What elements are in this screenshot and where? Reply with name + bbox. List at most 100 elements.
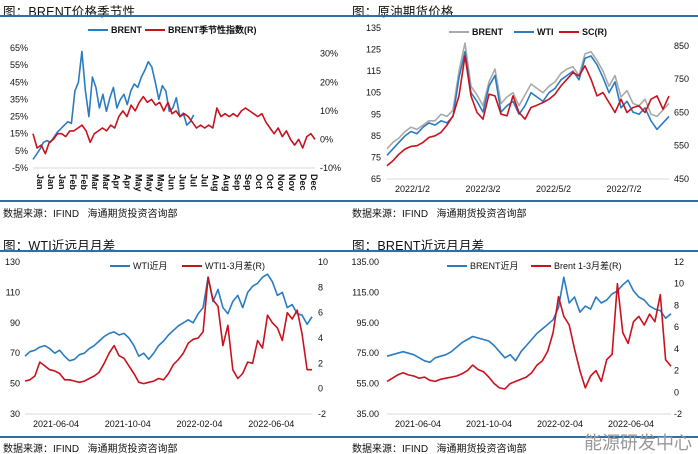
legend-label: WTI1-3月差(R) <box>205 260 265 271</box>
x-tick-label: 2022/7/2 <box>607 184 642 194</box>
x-tick-label: Aug <box>221 174 231 192</box>
source-label: 数据来源：IFIND <box>3 209 80 220</box>
left-tick-label: -5% <box>12 163 28 173</box>
x-tick-label: 2022-02-04 <box>177 419 223 429</box>
x-tick-label: 2022/5/2 <box>536 184 571 194</box>
x-tick-label: 2022/3/2 <box>466 184 501 194</box>
right-tick-label: 2 <box>318 358 323 368</box>
left-tick-label: 90 <box>10 318 20 328</box>
x-tick-label: Jun <box>167 174 177 190</box>
x-tick-label: 2021-10-04 <box>105 419 151 429</box>
title-rule <box>349 15 698 17</box>
x-tick-label: Dec <box>298 174 308 191</box>
x-tick-label: Jun <box>177 174 187 190</box>
left-tick-label: 15% <box>10 129 28 139</box>
series-line-1 <box>24 276 312 385</box>
right-tick-label: 8 <box>674 300 679 310</box>
right-tick-label: -10% <box>320 163 341 173</box>
left-tick-label: 75.00 <box>356 348 379 358</box>
right-tick-label: 0 <box>318 384 323 394</box>
footer-rule <box>0 436 349 438</box>
x-tick-label: Jan <box>57 174 67 190</box>
legend-label: BRENT <box>472 27 504 37</box>
footer-rule <box>0 200 349 202</box>
right-tick-label: -2 <box>318 409 326 419</box>
x-tick-label: Apr <box>112 174 122 190</box>
left-tick-label: 25% <box>10 112 28 122</box>
source-note: 数据来源：IFIND 海通期货投资咨询部 <box>352 205 526 220</box>
series-line-0 <box>386 276 672 364</box>
left-tick-label: 110 <box>6 287 20 297</box>
panel-brent-seasonality: 图：BRENT价格季节性 65% 55% 45% 35% 25% 15% 5% -5% 30% 2… <box>0 0 349 227</box>
left-tick-label: 115 <box>367 66 381 76</box>
source-note: 数据来源：IFIND 海通期货投资咨询部 <box>3 205 177 220</box>
x-tick-label: Sep <box>232 174 242 191</box>
left-tick-label: 125 <box>366 45 381 55</box>
series-line-0 <box>24 273 313 362</box>
left-tick-label: 115.00 <box>352 287 379 297</box>
title-rule <box>0 250 349 252</box>
left-tick-label: 85 <box>371 131 381 141</box>
x-tick-label: Jan <box>46 174 56 190</box>
chart-title: 图：WTI近远月月差 <box>3 239 116 253</box>
left-tick-label: 135 <box>366 23 381 33</box>
x-tick-label: Mar <box>90 174 100 191</box>
chart-wti-spread: 130 110 90 70 50 30 10 8 6 4 2 0 -2 2021-06-04 2021-10… <box>5 257 328 429</box>
right-tick-label: 4 <box>318 333 323 343</box>
left-tick-label: 130 <box>5 257 20 267</box>
series-line-1 <box>386 282 672 390</box>
x-tick-label: 2021-10-04 <box>466 419 512 429</box>
source-label: 数据来源：IFIND <box>352 444 429 454</box>
right-tick-label: 20% <box>320 77 338 87</box>
right-tick-label: 10 <box>674 279 684 289</box>
series-line-0 <box>32 50 195 160</box>
right-tick-label: 650 <box>674 107 689 117</box>
panel-brent-spread: 图：BRENT近远月月差 135.00 115.00 95.00 75.00 55.00… <box>349 227 698 454</box>
footer-rule <box>349 436 698 438</box>
left-tick-label: 35% <box>10 94 28 104</box>
legend-label: WTI <box>537 27 554 37</box>
legend-label: BRENT季节性指数(R) <box>168 24 257 35</box>
right-tick-label: 6 <box>674 322 679 332</box>
org-label: 海通期货投资咨询部 <box>87 209 178 220</box>
left-tick-label: 95.00 <box>356 318 379 328</box>
x-tick-label: 2022/1/2 <box>395 184 430 194</box>
x-tick-label: 2021-06-04 <box>33 419 79 429</box>
x-tick-label: Oct <box>254 174 264 189</box>
series-line-0 <box>386 42 670 150</box>
chart-brent-spread: 135.00 115.00 95.00 75.00 55.00 35.00 12 10 8 6 4 2… <box>351 257 684 429</box>
x-tick-label: Nov <box>276 174 286 191</box>
left-tick-label: 45% <box>10 77 28 87</box>
series-line-2 <box>386 55 670 167</box>
left-tick-label: 135.00 <box>351 257 379 267</box>
source-note: 数据来源：IFIND 海通期货投资咨询部 <box>3 440 177 454</box>
series-line-1 <box>386 50 670 156</box>
right-tick-label: -2 <box>674 409 682 419</box>
x-tick-label: Oct <box>265 174 275 189</box>
right-tick-label: 0 <box>674 387 679 397</box>
chart-crude-futures: 135 125 115 105 95 85 75 65 850 750 650 550 450 2022/… <box>366 23 689 194</box>
right-tick-label: 850 <box>674 41 689 51</box>
legend-label: SC(R) <box>582 27 607 37</box>
x-tick-label: May <box>156 174 166 192</box>
left-tick-label: 95 <box>371 109 381 119</box>
left-tick-label: 65 <box>371 174 381 184</box>
left-tick-label: 55% <box>10 60 28 70</box>
right-tick-label: 10 <box>318 257 328 267</box>
x-tick-label: Nov <box>287 174 297 191</box>
right-tick-label: 10% <box>320 106 338 116</box>
left-tick-label: 70 <box>10 348 20 358</box>
series-line-1 <box>32 95 316 155</box>
x-tick-label: Jul <box>188 174 198 187</box>
panel-crude-futures: 图：原油期货价格 135 125 115 105 95 85 75 65 850 750 650 55… <box>349 0 698 227</box>
footer-rule <box>349 200 698 202</box>
right-tick-label: 6 <box>318 308 323 318</box>
right-tick-label: 12 <box>674 257 684 267</box>
right-tick-label: 750 <box>674 74 689 84</box>
source-label: 数据来源：IFIND <box>3 444 80 454</box>
legend-label: BRENT近月 <box>470 260 519 271</box>
x-tick-label: 2021-06-04 <box>395 419 441 429</box>
x-tick-label: Jan <box>35 174 45 190</box>
right-tick-label: 550 <box>674 141 689 151</box>
left-tick-label: 55.00 <box>356 379 379 389</box>
